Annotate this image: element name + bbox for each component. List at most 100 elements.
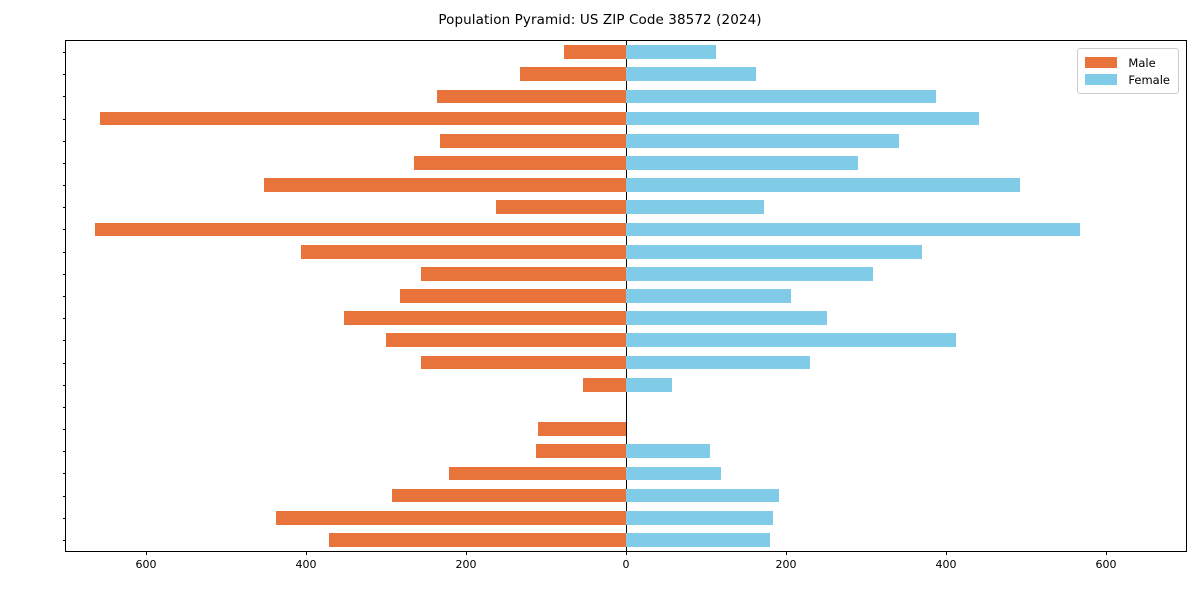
page-title: Population Pyramid: US ZIP Code 38572 (2… [438,12,762,28]
bar-male [440,133,626,148]
bar-row [66,422,1186,436]
bar-female [626,67,756,82]
x-axis-tick [626,551,627,555]
bar-female [626,222,1080,237]
legend-swatch-male [1085,57,1118,68]
bar-female [626,266,874,281]
bar-row [66,377,1186,392]
bar-row [66,311,1186,326]
bar-row [66,156,1186,170]
bar-male [344,311,626,326]
x-axis-tick-label: 400 [935,558,957,571]
bar-male [421,266,626,281]
bar-row [66,266,1186,281]
x-axis-tick-label: 600 [1095,558,1117,571]
bar-male [329,533,626,547]
bar-male [437,89,626,104]
bar-male [276,510,626,525]
bar-female [626,244,922,259]
bar-male [538,422,626,436]
y-axis-tick [62,185,66,187]
y-axis-tick [62,473,66,475]
bar-male [301,244,626,259]
y-axis-tick [62,384,66,386]
bar-female [626,510,774,525]
bar-female [626,444,710,459]
y-axis-tick [62,362,66,364]
bar-male [449,466,626,481]
y-axis-tick [62,207,66,209]
bar-row [66,333,1186,348]
x-axis-tick [1106,551,1107,555]
legend-item: Female [1085,71,1170,88]
y-axis-tick [62,140,66,142]
y-axis-tick [62,229,66,231]
bar-female [626,333,956,348]
bar-row [66,400,1186,414]
bar-row [66,178,1186,192]
bar-female [626,45,717,59]
bar-male [495,200,626,215]
bar-row [66,67,1186,82]
bar-female [626,133,899,148]
bar-female [626,311,827,326]
bar-row [66,289,1186,303]
bar-female [626,178,1021,192]
bar-row [66,488,1186,503]
x-axis-tick-label: 0 [622,558,630,571]
bar-male [421,355,626,370]
x-axis-tick [946,551,947,555]
bar-row [66,510,1186,525]
y-axis-tick [62,517,66,519]
y-axis-tick [62,162,66,164]
bar-female [626,488,779,503]
y-axis-tick [62,251,66,253]
bar-row [66,200,1186,215]
y-axis-tick [62,296,66,297]
y-axis-tick [62,429,66,431]
y-axis-tick [62,74,66,76]
bar-row [66,89,1186,104]
bar-male [414,156,626,170]
bar-male [519,67,626,82]
y-axis-tick [62,340,66,342]
legend-item: Male [1085,54,1170,71]
x-axis-tick [466,551,467,555]
y-axis-tick [62,451,66,453]
bar-row [66,244,1186,259]
y-axis-tick [62,52,66,54]
bar-row [66,533,1186,547]
bar-row [66,222,1186,237]
bar-male [392,488,626,503]
x-axis-tick [306,551,307,555]
bar-male [563,45,626,59]
legend-swatch-female [1085,74,1118,85]
legend-label: Male [1128,55,1156,70]
x-axis-tick-label: 200 [775,558,797,571]
x-axis-tick [146,551,147,555]
bar-row [66,133,1186,148]
y-axis-tick [62,495,66,497]
bar-row [66,355,1186,370]
y-axis-tick [62,318,66,320]
bar-female [626,89,936,104]
bar-row [66,45,1186,59]
bar-female [626,466,722,481]
bar-male [582,377,626,392]
y-axis-tick [62,406,66,408]
bar-male [99,111,626,126]
bar-female [626,156,858,170]
plot-area: 85+80-8475-7970-7467-6965-6662-6460-6155… [62,40,1187,571]
bar-female [626,289,791,303]
x-axis-tick-label: 400 [295,558,317,571]
x-axis-tick [786,551,787,555]
bar-row [66,466,1186,481]
bar-female [626,200,765,215]
bar-male [264,178,626,192]
bar-female [626,533,770,547]
bar-male [400,289,626,303]
bar-female [626,377,673,392]
bar-male [94,222,626,237]
bar-row [66,111,1186,126]
